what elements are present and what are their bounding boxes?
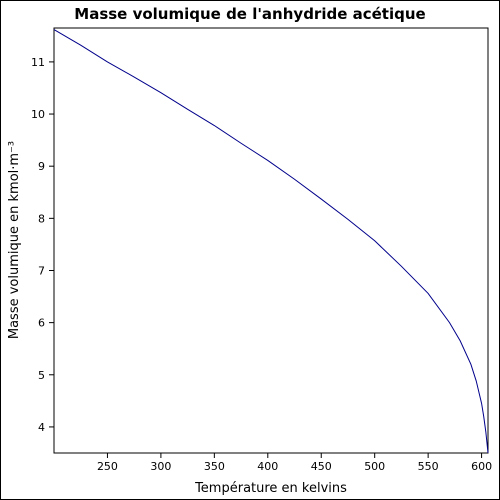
x-axis: 250 300 350 400 450 500 550 600 xyxy=(97,453,492,473)
plot-area xyxy=(53,27,489,454)
x-tick-label: 550 xyxy=(418,460,439,473)
x-tick-label: 450 xyxy=(311,460,332,473)
x-axis-label: Température en kelvins xyxy=(194,481,347,496)
x-tick-label: 500 xyxy=(364,460,385,473)
x-tick-label: 250 xyxy=(97,460,118,473)
y-tick-label: 11 xyxy=(31,56,45,69)
x-tick-label: 400 xyxy=(257,460,278,473)
density-series-line xyxy=(53,29,489,454)
x-tick-label: 350 xyxy=(204,460,225,473)
y-tick-label: 6 xyxy=(38,317,45,330)
y-axis: 4 5 6 7 8 9 10 11 xyxy=(31,56,54,434)
y-tick-label: 8 xyxy=(38,212,45,225)
x-tick-label: 600 xyxy=(471,460,492,473)
chart-title: Masse volumique de l'anhydride acétique xyxy=(74,5,425,23)
y-tick-label: 5 xyxy=(38,369,45,382)
y-tick-label: 9 xyxy=(38,160,45,173)
x-tick-label: 300 xyxy=(150,460,171,473)
y-tick-label: 4 xyxy=(38,421,45,434)
y-tick-label: 10 xyxy=(31,108,45,121)
y-tick-label: 7 xyxy=(38,264,45,277)
y-axis-label: Masse volumique en kmol·m⁻³ xyxy=(7,141,22,339)
